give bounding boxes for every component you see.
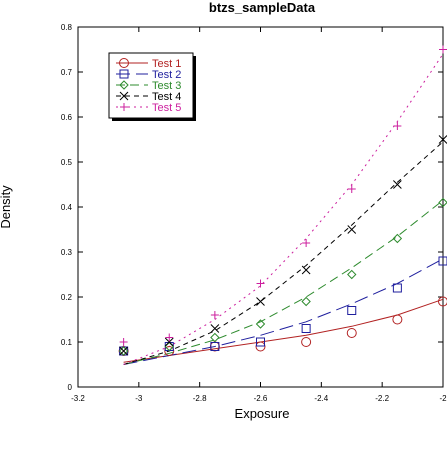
fit-lines <box>123 53 444 365</box>
ticks: -3.2 -3 -2.8 -2.6 -2.4 -2.2 -2 0 0.1 0.2 0.3 0.4 0.5… <box>61 23 447 403</box>
data-point-series-1 <box>346 328 357 338</box>
x-tick-label: -2.2 <box>375 394 389 403</box>
y-tick-label: 0.3 <box>61 248 73 257</box>
x-tick-label: -2.8 <box>193 394 207 403</box>
data-point-series-2 <box>392 283 402 293</box>
legend-marker-series-2 <box>119 69 129 79</box>
data-point-series-5 <box>393 122 402 130</box>
x-tick-label: -3 <box>135 394 143 403</box>
x-tick-label: -3.2 <box>71 394 85 403</box>
data-point-series-2 <box>438 256 447 266</box>
data-point-series-3 <box>392 233 403 244</box>
y-tick-label: 0.6 <box>61 113 73 122</box>
data-point-series-4 <box>119 346 128 356</box>
x-tick-label: -2.6 <box>254 394 268 403</box>
data-point-series-5 <box>347 185 356 193</box>
legend-marker-series-1 <box>119 58 129 68</box>
data-point-series-4 <box>438 135 447 144</box>
data-point-series-5 <box>302 239 311 247</box>
fit-line-series-3 <box>123 199 444 365</box>
data-point-series-4 <box>210 324 220 333</box>
y-tick-label: 0 <box>68 383 73 392</box>
legend-label-series-1: Test 1 <box>152 58 181 70</box>
y-tick-label: 0.7 <box>61 68 73 77</box>
data-markers <box>118 45 447 356</box>
legend-label-series-2: Test 2 <box>152 69 181 81</box>
y-tick-label: 0.5 <box>61 158 73 167</box>
y-axis-label: Density <box>0 185 13 229</box>
legend-label-series-4: Test 4 <box>152 91 181 103</box>
data-point-series-5 <box>119 338 128 346</box>
data-point-series-3 <box>118 346 129 356</box>
data-point-series-4 <box>301 265 311 275</box>
data-point-series-3 <box>301 296 311 307</box>
legend-label-series-5: Test 5 <box>152 102 181 114</box>
data-point-series-5 <box>256 279 265 288</box>
x-tick-label: -2.4 <box>314 394 328 403</box>
data-point-series-1 <box>301 337 312 347</box>
y-tick-label: 0.4 <box>61 203 73 212</box>
data-point-series-5 <box>210 311 219 319</box>
y-tick-label: 0.1 <box>61 338 73 347</box>
legend-marker-series-3 <box>119 80 129 90</box>
legend-marker-series-4 <box>119 91 129 101</box>
fit-line-series-4 <box>123 141 444 365</box>
y-tick-label: 0.8 <box>61 23 73 32</box>
data-point-series-2 <box>256 337 265 347</box>
data-point-series-5 <box>165 333 174 342</box>
x-tick-label: -2 <box>439 394 447 403</box>
data-point-series-2 <box>301 324 311 333</box>
chart-title: btzs_sampleData <box>209 0 316 15</box>
data-point-series-4 <box>164 337 174 347</box>
fit-line-series-5 <box>123 53 444 365</box>
data-point-series-3 <box>438 197 447 208</box>
data-point-series-4 <box>256 297 265 306</box>
data-point-series-4 <box>393 180 402 189</box>
data-point-series-3 <box>255 319 266 329</box>
fit-line-series-1 <box>123 298 444 363</box>
fit-line-series-2 <box>123 258 444 365</box>
x-axis-label: Exposure <box>235 406 290 421</box>
data-point-series-2 <box>210 342 220 351</box>
data-point-series-3 <box>210 332 220 343</box>
data-point-series-5 <box>439 45 447 54</box>
data-point-series-2 <box>347 306 357 315</box>
data-point-series-4 <box>347 225 357 234</box>
legend-marker-series-5 <box>120 103 128 111</box>
legend-label-series-3: Test 3 <box>152 80 181 92</box>
y-tick-label: 0.2 <box>61 293 73 302</box>
data-point-series-1 <box>438 296 447 307</box>
data-point-series-1 <box>392 314 403 325</box>
data-point-series-3 <box>347 269 357 280</box>
